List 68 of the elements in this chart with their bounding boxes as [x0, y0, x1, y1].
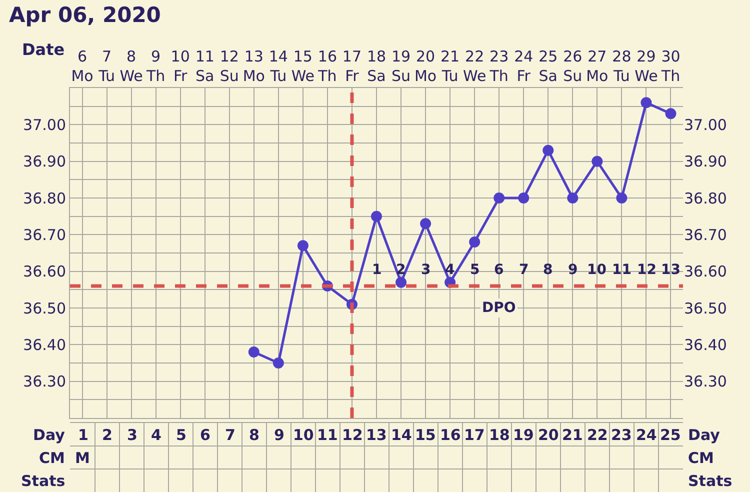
text: 1 2 3 4 5 6 7 8 9 10 11 12 13	[372, 262, 680, 278]
text: Stats	[688, 472, 732, 490]
y-tick-label: 36.60	[23, 262, 66, 281]
point	[567, 192, 578, 204]
x-tick-label: 12 Su	[220, 48, 239, 85]
point	[518, 192, 530, 204]
point	[371, 210, 382, 222]
x-tick-label: 15 We	[291, 48, 315, 85]
y2-tick-label: 37.00	[684, 116, 727, 134]
x-tick-label: 18 Sa	[366, 48, 386, 85]
x-tick-label: 26 Su	[563, 48, 582, 85]
x-tick-label: 19 Su	[391, 48, 411, 85]
x-tick-label: 23 Th	[488, 48, 509, 85]
x-axis-title: Date	[22, 40, 65, 59]
y2-tick-label: 36.90	[684, 152, 727, 171]
point	[272, 358, 284, 368]
point	[420, 218, 432, 230]
x-tick-label: 7 Tu	[98, 48, 115, 85]
y-tick-label: 36.80	[23, 189, 66, 208]
x-tick-label: 22 We	[462, 48, 486, 85]
x-tick-label: 6 Mo	[71, 48, 94, 85]
y2-tick-label: 36.60	[684, 262, 727, 281]
x-tick-label: 21 Tu	[440, 48, 460, 85]
x-tick-label: 30 Th	[660, 48, 680, 85]
point	[396, 276, 407, 288]
point	[469, 236, 480, 248]
y2-tick-label: 36.80	[684, 189, 727, 208]
point	[640, 97, 652, 108]
y2-tick-label: 36.70	[684, 226, 727, 244]
point	[494, 192, 505, 204]
x-tick-label: 11 Sa	[195, 48, 214, 85]
text: CM	[39, 449, 65, 467]
text: Day	[33, 426, 65, 444]
chart-title: Apr 06, 2020	[9, 3, 161, 28]
x-tick-label: 25 Sa	[538, 48, 558, 85]
y-tick-label: 36.40	[23, 336, 66, 354]
text: M	[75, 449, 90, 467]
text: Day	[688, 426, 720, 444]
y2-tick-label: 36.40	[684, 336, 727, 354]
text: CM	[688, 449, 714, 467]
y-tick-label: 36.50	[23, 299, 66, 318]
point	[616, 192, 628, 204]
x-tick-label: 16 Th	[317, 48, 338, 85]
x-tick-label: 20 Mo	[414, 48, 437, 85]
x-tick-label: 29 We	[634, 48, 658, 85]
y2-tick-label: 36.30	[684, 372, 727, 391]
text: Stats	[21, 472, 66, 490]
point	[592, 156, 603, 167]
x-tick-label: 24 Fr	[514, 48, 534, 85]
point	[665, 108, 676, 120]
annotation: DPO	[482, 300, 516, 316]
y2-tick-label: 36.50	[684, 299, 727, 318]
point	[297, 240, 308, 252]
point	[542, 144, 554, 156]
x-tick-label: 9 Th	[145, 48, 166, 85]
y-tick-label: 37.00	[23, 116, 66, 134]
point	[248, 346, 260, 358]
y-tick-label: 36.70	[23, 226, 66, 244]
y-tick-label: 36.30	[23, 372, 66, 391]
text: 1 2 3 4 5 6 7 8 9 10 11 12 13 14 15 16 17 18 19 20 21 22 23 24 25	[78, 426, 681, 444]
x-tick-label: 17 Fr	[342, 48, 362, 85]
x-tick-label: 28 Tu	[612, 48, 632, 85]
x-tick-label: 14 Tu	[268, 48, 288, 85]
x-tick-label: 13 Mo	[242, 48, 265, 85]
x-tick-label: 10 Fr	[170, 48, 190, 85]
x-tick-label: 27 Mo	[586, 48, 608, 85]
y-tick-label: 36.90	[23, 152, 66, 171]
x-tick-label: 8 We	[120, 48, 143, 85]
